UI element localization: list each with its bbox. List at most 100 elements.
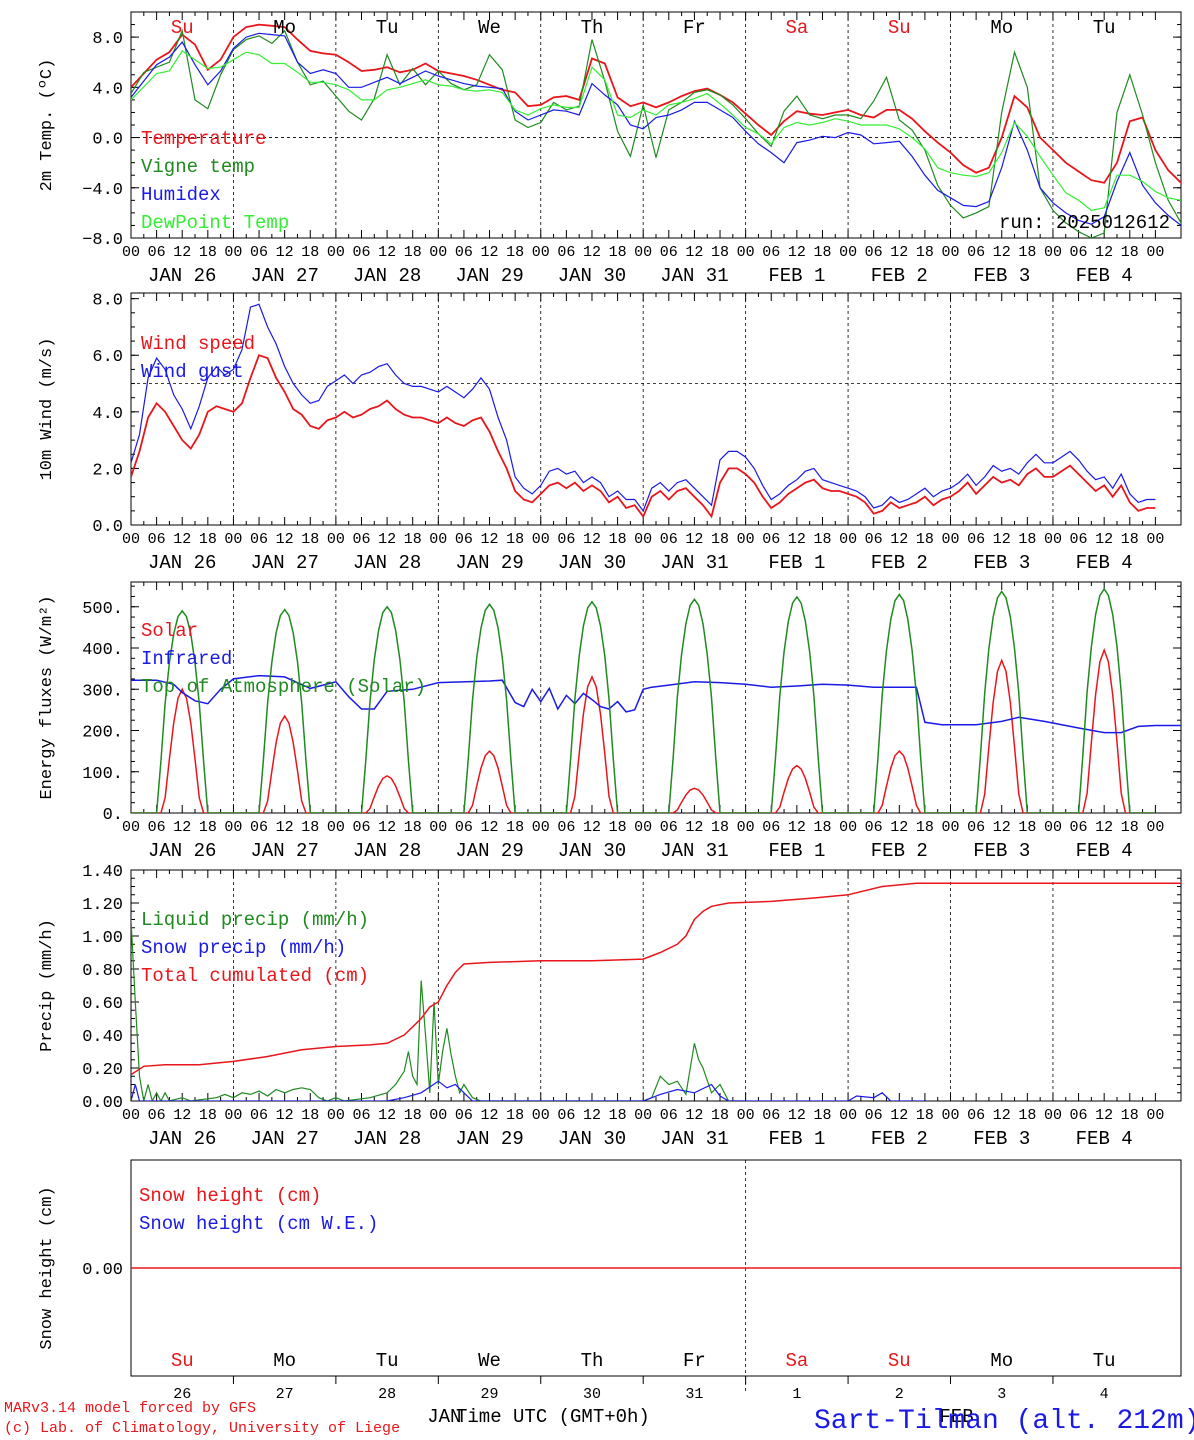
legend-entry: Wind gust [141, 361, 244, 383]
series-line-top-of-atmosphere-solar- [131, 587, 1156, 813]
date-label: JAN 29 [455, 552, 523, 574]
panels: 00 06 12 18 00 06 12 18 00 06 12 18 00 06 12 18 00 06 12 18… [38, 11, 1182, 1428]
y-tick-label: 8.0 [92, 292, 123, 311]
hour-label: 18 [1121, 244, 1139, 261]
panel-2: 00 06 12 18 00 06 12 18 00 06 12 18 00 06 12 18 00 06 12 18… [38, 292, 1182, 574]
hour-label: 00 [122, 819, 140, 836]
hour-label: 18 [301, 1107, 319, 1124]
date-label: FEB 2 [871, 265, 928, 287]
hour-label: 18 [404, 819, 422, 836]
hour-label: 00 [327, 531, 345, 548]
hour-label: 00 [634, 1107, 652, 1124]
hour-label: 18 [1121, 531, 1139, 548]
hour-label: 18 [404, 1107, 422, 1124]
hour-label: 06 [967, 819, 985, 836]
day-name: Tu [376, 17, 399, 39]
day-name: Sa [785, 1350, 808, 1372]
hour-label: 06 [148, 819, 166, 836]
month-label: JAN [427, 1406, 461, 1428]
hour-label: 00 [839, 819, 857, 836]
y-tick-label: −4.0 [82, 181, 123, 200]
day-name: Tu [376, 1350, 399, 1372]
hour-label: 06 [250, 1107, 268, 1124]
legend-entry: Snow height (cm) [139, 1185, 321, 1207]
hour-label: 06 [352, 1107, 370, 1124]
hour-label: 00 [839, 244, 857, 261]
series-line-infrared [131, 674, 1181, 734]
day-number: 3 [997, 1386, 1006, 1403]
hour-label: 06 [1070, 531, 1088, 548]
day-number: 28 [378, 1386, 396, 1403]
hour-label: 12 [788, 244, 806, 261]
panel-5: 0.00 Snow height (cm) Snow height (cm) Snow… [38, 1159, 1182, 1428]
hour-label: 12 [1095, 1107, 1113, 1124]
hour-label: 12 [583, 531, 601, 548]
hour-label: 00 [532, 819, 550, 836]
hour-label: 00 [1044, 1107, 1062, 1124]
hour-label: 18 [609, 531, 627, 548]
hour-label: 18 [506, 244, 524, 261]
y-axis-label: Precip (mm/h) [38, 919, 57, 1052]
y-tick-label: 0.80 [82, 962, 123, 981]
date-label: JAN 31 [660, 1128, 728, 1150]
day-number: 4 [1100, 1386, 1109, 1403]
hour-label: 12 [583, 819, 601, 836]
hour-label: 12 [993, 531, 1011, 548]
legend-entry: Liquid precip (mm/h) [141, 909, 369, 931]
hour-label: 06 [660, 819, 678, 836]
y-tick-label: 0.40 [82, 1028, 123, 1047]
date-label: JAN 30 [558, 552, 626, 574]
legend-entry: Infrared [141, 648, 232, 670]
date-label: JAN 30 [558, 1128, 626, 1150]
hour-label: 12 [890, 244, 908, 261]
hour-label: 18 [916, 244, 934, 261]
hour-label: 00 [839, 531, 857, 548]
hour-label: 06 [1070, 1107, 1088, 1124]
footer: MARv3.14 model forced by GFS (c) Lab. of… [4, 1400, 1194, 1437]
hour-label: 18 [813, 531, 831, 548]
hour-label: 00 [634, 244, 652, 261]
hour-label: 12 [1095, 531, 1113, 548]
hour-label: 18 [404, 244, 422, 261]
hour-label: 06 [455, 1107, 473, 1124]
hour-label: 06 [967, 244, 985, 261]
date-label: JAN 27 [250, 1128, 318, 1150]
hour-label: 00 [737, 244, 755, 261]
hour-label: 18 [199, 1107, 217, 1124]
hour-label: 12 [685, 1107, 703, 1124]
hour-label: 06 [557, 531, 575, 548]
hour-label: 00 [737, 1107, 755, 1124]
run-label: run: 2025012612 [999, 212, 1170, 234]
hour-label: 18 [813, 244, 831, 261]
hour-label: 12 [481, 531, 499, 548]
day-name: Tu [1093, 17, 1116, 39]
hour-label: 06 [660, 531, 678, 548]
hour-label: 18 [404, 531, 422, 548]
series-line-humidex [131, 32, 1181, 227]
date-label: JAN 30 [558, 840, 626, 862]
plot-frame [130, 292, 1182, 526]
hour-label: 00 [634, 531, 652, 548]
hour-label: 12 [173, 819, 191, 836]
hour-label: 18 [1018, 531, 1036, 548]
date-label: JAN 27 [250, 840, 318, 862]
legend-entry: Wind speed [141, 333, 255, 355]
hour-label: 12 [481, 244, 499, 261]
hour-label: 06 [762, 244, 780, 261]
hour-label: 00 [327, 1107, 345, 1124]
day-name: Tu [1093, 1350, 1116, 1372]
series-line-snow-precip-mm-h- [131, 1080, 925, 1101]
day-name: Mo [273, 1350, 296, 1372]
date-label: FEB 3 [973, 840, 1030, 862]
hour-label: 12 [378, 819, 396, 836]
y-tick-label: 0. [103, 806, 123, 825]
month-label: FEB [939, 1406, 973, 1428]
hour-label: 00 [532, 1107, 550, 1124]
date-label: JAN 29 [455, 1128, 523, 1150]
hour-label: 06 [455, 819, 473, 836]
hour-label: 06 [865, 1107, 883, 1124]
hour-label: 12 [890, 1107, 908, 1124]
date-label: FEB 4 [1076, 1128, 1133, 1150]
day-number: 1 [792, 1386, 801, 1403]
hour-label: 12 [1095, 244, 1113, 261]
